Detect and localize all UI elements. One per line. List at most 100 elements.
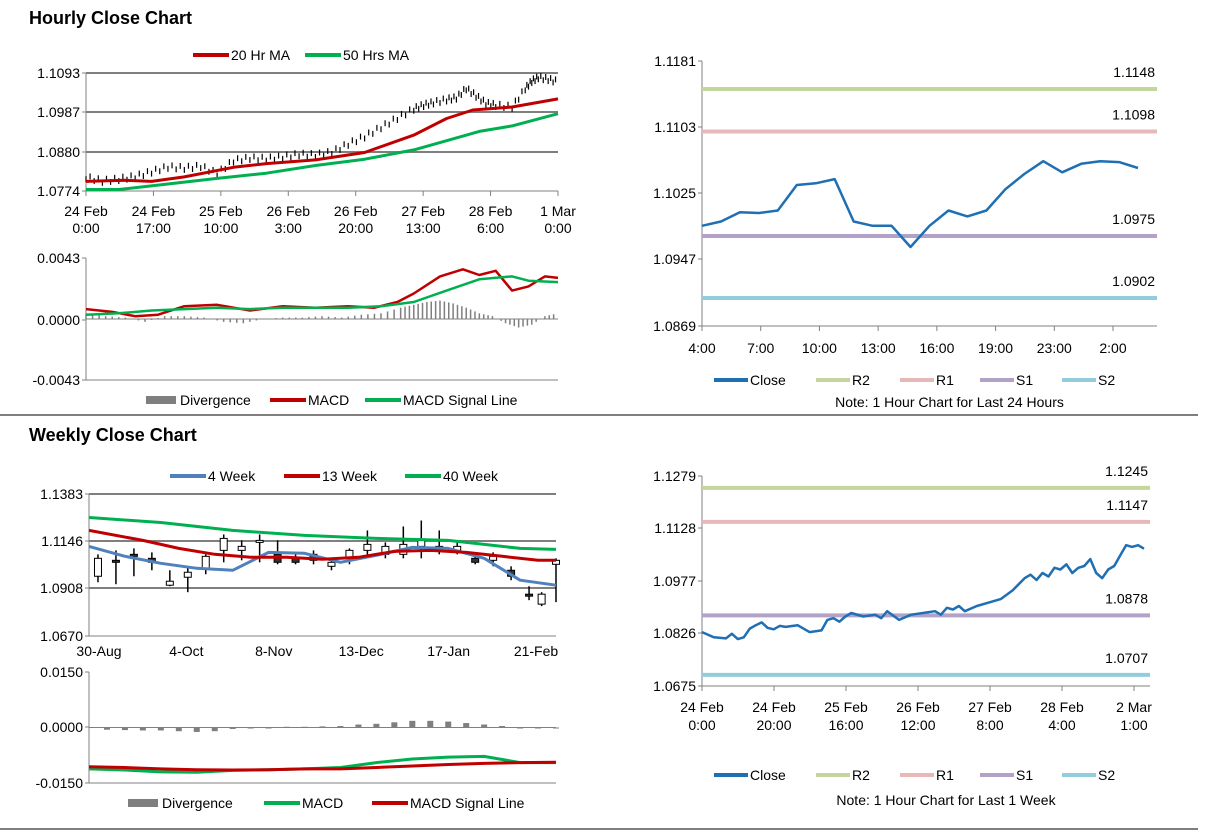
hourly-macd-legend-1-label: MACD bbox=[308, 392, 349, 408]
hourly-price-xtick-time-1: 17:00 bbox=[136, 220, 171, 236]
weekly-macd-divergence-bar-24 bbox=[535, 727, 542, 729]
weekly-levels-xtick-date-1: 24 Feb bbox=[752, 699, 796, 715]
weekly-levels-close-line bbox=[701, 543, 1145, 641]
weekly-levels-ytick-label-4: 1.0675 bbox=[653, 678, 696, 694]
weekly-price-series-0 bbox=[88, 544, 557, 587]
hourly-levels-level-label-s2: 1.0902 bbox=[1112, 273, 1155, 289]
weekly-price-candle-body-7 bbox=[219, 537, 228, 551]
hourly-levels-ytick-label-4: 1.0869 bbox=[653, 318, 696, 334]
weekly-price-xtick-label-0: 30-Aug bbox=[76, 643, 121, 659]
weekly-levels-xtick-time-4: 8:00 bbox=[976, 717, 1003, 733]
weekly-macd-divergence-bar-8 bbox=[247, 727, 254, 729]
weekly-price-series-2 bbox=[88, 516, 557, 551]
weekly-macd-series-signal bbox=[88, 760, 557, 772]
weekly-price-candle-body-13 bbox=[327, 561, 336, 567]
weekly-macd-ytick-label-2: -0.0150 bbox=[36, 775, 84, 791]
weekly-macd-divergence-bar-20 bbox=[463, 723, 470, 728]
weekly-levels-level-label-s1: 1.0878 bbox=[1105, 590, 1148, 606]
hourly-levels-ytick-label-1: 1.1103 bbox=[654, 119, 696, 135]
hourly-macd-series-signal bbox=[85, 275, 559, 316]
hourly-section-title: Hourly Close Chart bbox=[29, 8, 193, 28]
weekly-levels-xtick-date-0: 24 Feb bbox=[680, 699, 724, 715]
weekly-price-legend-0-label: 4 Week bbox=[208, 468, 256, 484]
weekly-macd-ytick-label-0: 0.0150 bbox=[40, 664, 83, 680]
hourly-price-ytick-label-0: 1.1093 bbox=[37, 65, 80, 81]
weekly-price-candle-body-4 bbox=[165, 580, 174, 586]
weekly-macd-divergence-bar-3 bbox=[157, 727, 164, 731]
weekly-levels-xtick-time-1: 20:00 bbox=[756, 717, 791, 733]
hourly-price-series-0 bbox=[85, 97, 559, 183]
weekly-levels-ytick-label-3: 1.0826 bbox=[653, 625, 696, 641]
weekly-price-ytick-label-3: 1.0670 bbox=[40, 628, 83, 644]
hourly-price-legend-1-label: 50 Hrs MA bbox=[343, 47, 410, 63]
weekly-levels-xtick-time-0: 0:00 bbox=[688, 717, 715, 733]
hourly-levels-xtick-label-5: 19:00 bbox=[978, 340, 1013, 356]
hourly-levels-close-line bbox=[701, 159, 1139, 249]
weekly-levels-legend-2-label: R1 bbox=[936, 767, 954, 783]
hourly-levels-level-label-s1: 1.0975 bbox=[1112, 211, 1155, 227]
hourly-macd-ytick-label-1: 0.0000 bbox=[37, 312, 80, 328]
weekly-macd-divergence-bar-9 bbox=[265, 727, 272, 729]
weekly-levels-xtick-time-6: 1:00 bbox=[1120, 717, 1147, 733]
weekly-price-ytick-label-2: 1.0908 bbox=[40, 580, 83, 596]
hourly-macd-legend-2-label: MACD Signal Line bbox=[403, 392, 518, 408]
hourly-levels-level-label-r2: 1.1148 bbox=[1113, 64, 1155, 80]
section-separator-bottom bbox=[0, 828, 1198, 830]
hourly-price-xtick-time-4: 20:00 bbox=[338, 220, 373, 236]
weekly-price-candle-body-8 bbox=[237, 545, 246, 551]
weekly-price-xtick-label-2: 8-Nov bbox=[255, 643, 292, 659]
weekly-price-candle-body-6 bbox=[201, 555, 210, 569]
weekly-macd-divergence-bar-19 bbox=[445, 721, 452, 728]
weekly-macd-divergence-bar-1 bbox=[121, 727, 128, 731]
hourly-price-xtick-date-7: 1 Mar bbox=[540, 203, 576, 219]
weekly-price-ytick-label-1: 1.1146 bbox=[41, 533, 83, 549]
hourly-levels-xtick-label-4: 16:00 bbox=[919, 340, 954, 356]
weekly-levels-xtick-date-3: 26 Feb bbox=[896, 699, 940, 715]
hourly-levels-xtick-label-6: 23:00 bbox=[1037, 340, 1072, 356]
hourly-levels-legend-0-label: Close bbox=[750, 372, 786, 388]
hourly-levels-legend-3-label: S1 bbox=[1016, 372, 1033, 388]
hourly-price-xtick-time-2: 10:00 bbox=[203, 220, 238, 236]
hourly-price-xtick-time-6: 6:00 bbox=[477, 220, 504, 236]
weekly-levels-level-label-r2: 1.1245 bbox=[1105, 463, 1148, 479]
weekly-levels-xtick-time-2: 16:00 bbox=[828, 717, 863, 733]
hourly-levels-legend-2-label: R1 bbox=[936, 372, 954, 388]
hourly-price-xtick-date-4: 26 Feb bbox=[334, 203, 378, 219]
weekly-price-series-1 bbox=[88, 528, 556, 562]
weekly-price-candle-body-2 bbox=[129, 553, 138, 557]
weekly-levels-legend-4-label: S2 bbox=[1098, 767, 1115, 783]
weekly-price-legend-2-label: 40 Week bbox=[443, 468, 499, 484]
weekly-levels-legend-1-label: R2 bbox=[852, 767, 870, 783]
weekly-macd-divergence-bar-21 bbox=[481, 724, 488, 728]
weekly-price-candle-body-24 bbox=[525, 593, 534, 597]
weekly-levels-xtick-date-4: 27 Feb bbox=[968, 699, 1012, 715]
weekly-levels-xtick-date-5: 28 Feb bbox=[1040, 699, 1084, 715]
weekly-levels-xtick-time-5: 4:00 bbox=[1048, 717, 1075, 733]
weekly-levels-level-label-s2: 1.0707 bbox=[1105, 650, 1148, 666]
weekly-macd-divergence-bar-7 bbox=[229, 727, 236, 729]
hourly-price-xtick-date-5: 27 Feb bbox=[401, 203, 445, 219]
hourly-macd-legend-0-swatch bbox=[146, 396, 176, 404]
hourly-macd-legend-0-label: Divergence bbox=[180, 392, 251, 408]
weekly-levels-xtick-time-3: 12:00 bbox=[900, 717, 935, 733]
hourly-levels-legend-1-label: R2 bbox=[852, 372, 870, 388]
weekly-price-candle-body-1 bbox=[111, 559, 120, 563]
weekly-macd-legend-0-swatch bbox=[128, 799, 158, 807]
hourly-levels-ytick-label-2: 1.1025 bbox=[653, 185, 696, 201]
section-separator-top bbox=[0, 414, 1198, 416]
weekly-macd-legend-2-label: MACD Signal Line bbox=[410, 795, 525, 811]
hourly-macd-ytick-label-0: 0.0043 bbox=[37, 250, 80, 266]
weekly-macd-divergence-bar-14 bbox=[355, 724, 362, 728]
hourly-levels-ytick-label-0: 1.1181 bbox=[654, 53, 696, 69]
weekly-price-candle-body-25 bbox=[537, 593, 546, 605]
weekly-price-xtick-label-5: 21-Feb bbox=[514, 643, 559, 659]
hourly-price-xtick-time-7: 0:00 bbox=[544, 220, 571, 236]
weekly-macd-divergence-bar-2 bbox=[139, 727, 146, 731]
weekly-levels-level-label-r1: 1.1147 bbox=[1106, 497, 1148, 513]
hourly-price-xtick-time-5: 13:00 bbox=[406, 220, 441, 236]
hourly-levels-legend-4-label: S2 bbox=[1098, 372, 1115, 388]
weekly-levels-ytick-label-2: 1.0977 bbox=[653, 573, 696, 589]
hourly-levels-xtick-label-0: 4:00 bbox=[688, 340, 715, 356]
weekly-macd-legend-1-label: MACD bbox=[302, 795, 343, 811]
